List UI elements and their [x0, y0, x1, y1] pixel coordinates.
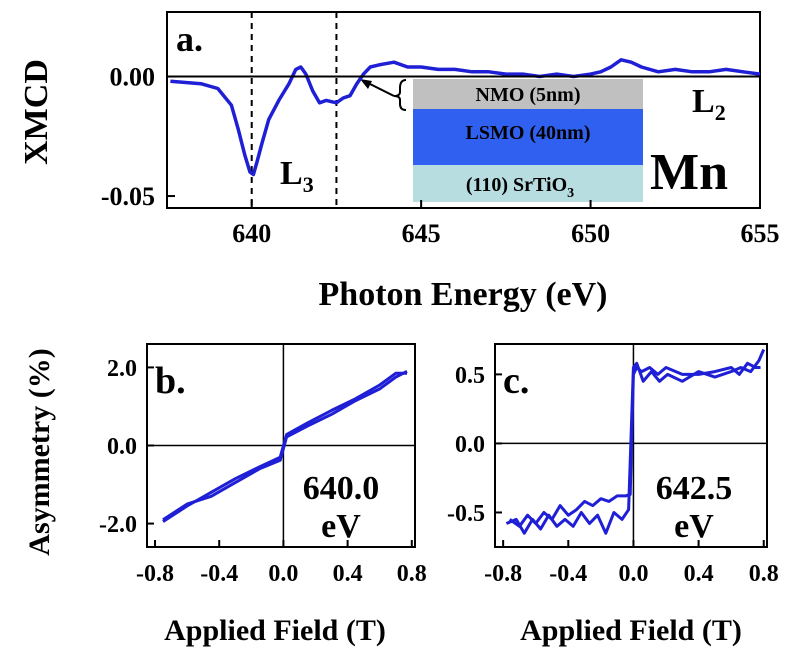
x-tick-label: -0.4 [200, 561, 238, 587]
series-line-1 [170, 58, 761, 177]
panel-c: -0.8 -0.4 0.0 0.4 0.80.50.0-0.5 c. 642.5 eV … [447, 343, 779, 647]
series-b [162, 369, 408, 523]
series-a [170, 58, 761, 177]
annotation-energy-c: 642.5 [656, 470, 733, 507]
plot-frame-c [494, 343, 768, 548]
annotation-unit-b: eV [321, 508, 361, 545]
panel-b: -0.8 -0.4 0.0 0.4 0.82.00.0-2.0 b. 640.0 eV … [23, 343, 427, 647]
y-tick-label: -0.05 [101, 182, 155, 211]
panel-c-label: c. [503, 360, 529, 402]
series-line-1 [162, 371, 407, 523]
y-axis-title-a: XMCD [18, 59, 55, 165]
panel-a-label: a. [176, 19, 203, 59]
inset-brace [393, 79, 407, 111]
y-tick-label: 2.0 [107, 356, 137, 382]
x-tick-label: 655 [741, 219, 780, 248]
y-tick-label: 0.0 [455, 432, 485, 458]
y-tick-label: 0.0 [107, 434, 137, 460]
y-tick-label: -2.0 [99, 512, 137, 538]
element-label: Mn [650, 144, 728, 201]
x-tick-label: 0.8 [397, 561, 427, 587]
series-c [505, 348, 766, 535]
axis-ticks-b: -0.8 -0.4 0.0 0.4 0.8 2.0 0.0 -2.0 [99, 356, 427, 587]
x-tick-label: -0.8 [136, 561, 174, 587]
x-axis-title-b: Applied Field (T) [164, 614, 386, 647]
y-tick-label: 0.5 [455, 363, 485, 389]
layer-substrate-label: (110) SrTiO3 [466, 174, 574, 201]
y-axis-title-b: Asymmetry (%) [23, 348, 56, 555]
annotation-energy-b: 640.0 [303, 470, 380, 507]
panel-b-label: b. [155, 360, 186, 402]
annotation-unit-c: eV [674, 508, 714, 545]
axis-ticks-c: -0.8 -0.4 0.0 0.4 0.8 0.5 0.0 -0.5 [447, 363, 779, 587]
inset-arrow-shaft [365, 81, 395, 97]
layer-substrate [413, 165, 643, 202]
axis-ticks-a: 640 645 650 655 0.00 -0.05 [101, 63, 780, 248]
inset-arrow-head [360, 79, 372, 89]
x-tick-label: -0.4 [549, 561, 587, 587]
center-axes-b [147, 344, 415, 547]
layer-lsmo [413, 109, 643, 165]
x-tick-label: -0.8 [484, 561, 522, 587]
x-tick-label: 640 [232, 219, 271, 248]
x-tick-label: 0.8 [749, 561, 779, 587]
series-line-2 [162, 369, 408, 521]
panel-a: NMO (5nm) LSMO (40nm) (110) SrTiO3 640 64… [18, 11, 780, 313]
x-tick-label: 650 [571, 219, 610, 248]
layer-nmo [413, 79, 643, 109]
x-tick-label: 0.4 [684, 561, 714, 587]
l3-label: L3 [280, 155, 314, 197]
layer-lsmo-label: LSMO (40nm) [466, 122, 591, 144]
x-tick-label: 0.0 [618, 561, 648, 587]
x-tick-label: 0.0 [268, 561, 298, 587]
series-line-2 [505, 348, 766, 535]
x-axis-title-a: Photon Energy (eV) [319, 276, 608, 313]
y-tick-label: 0.00 [110, 63, 156, 92]
layer-nmo-label: NMO (5nm) [476, 84, 581, 106]
layer-stack-inset: NMO (5nm) LSMO (40nm) (110) SrTiO3 [360, 79, 643, 202]
x-tick-label: 0.4 [333, 561, 363, 587]
plot-frame-a [166, 11, 761, 209]
x-tick-label: 645 [402, 219, 441, 248]
x-axis-title-c: Applied Field (T) [520, 614, 742, 647]
y-tick-label: -0.5 [447, 501, 485, 527]
l2-label: L2 [692, 83, 726, 125]
